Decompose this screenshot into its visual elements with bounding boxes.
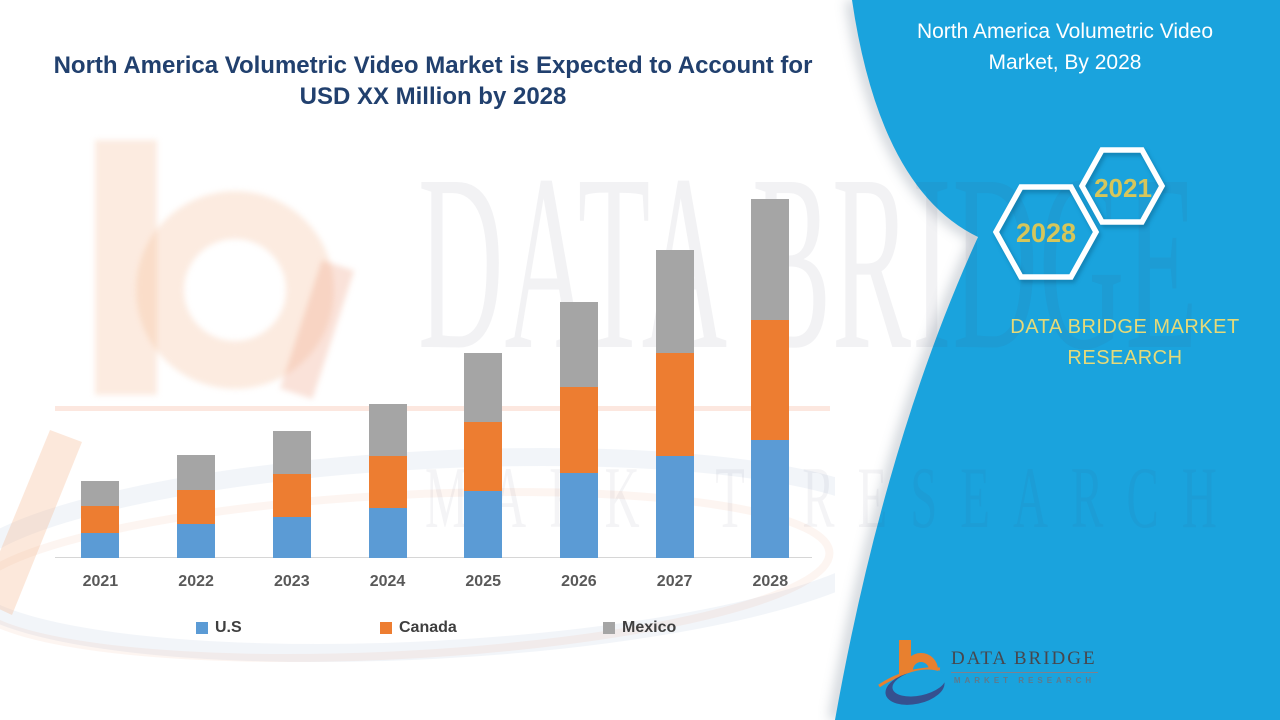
bar-group-2022 <box>177 455 216 558</box>
legend-item-us: U.S <box>196 619 242 637</box>
bar-segment-us <box>272 517 311 558</box>
logo-divider <box>951 672 1098 673</box>
watermark-underline <box>55 406 830 411</box>
x-axis-label-2024: 2024 <box>369 573 406 590</box>
bar-segment-us <box>751 440 790 558</box>
bar-segment-mexico <box>272 431 311 474</box>
legend-swatch <box>196 622 208 634</box>
x-axis-label-2022: 2022 <box>178 573 214 590</box>
watermark-b-logo <box>95 140 355 399</box>
bar-segment-mexico <box>368 404 407 456</box>
legend-item-canada: Canada <box>380 619 457 637</box>
background-watermark-shapes <box>0 140 835 663</box>
bar-group-2025 <box>464 353 503 558</box>
bar-segment-us <box>81 533 120 558</box>
logo-title: DATA BRIDGE <box>951 648 1097 669</box>
legend-swatch <box>603 622 615 634</box>
bar-segment-canada <box>464 422 503 491</box>
bar-segment-canada <box>272 474 311 517</box>
badge-2028-label: 2028 <box>1015 218 1077 248</box>
bar-segment-us <box>368 508 407 558</box>
chart-title: North America Volumetric Video Market is… <box>53 52 813 110</box>
legend-label: Mexico <box>622 619 677 636</box>
bar-segment-canada <box>559 387 598 473</box>
bar-group-2024 <box>368 404 407 558</box>
bar-group-2027 <box>655 250 694 558</box>
x-axis-label-2027: 2027 <box>656 573 693 590</box>
bar-segment-us <box>655 456 694 558</box>
bar-group-2028 <box>751 199 790 558</box>
bar-segment-canada <box>751 320 790 440</box>
x-axis-label-2021: 2021 <box>82 573 119 590</box>
bar-segment-canada <box>368 456 407 508</box>
bar-group-2021 <box>81 481 120 558</box>
x-axis-label-2028: 2028 <box>752 573 789 590</box>
bar-segment-mexico <box>655 250 694 353</box>
watermark-databridge-text: DATA BRIDGE <box>418 122 1199 402</box>
bar-segment-canada <box>655 353 694 456</box>
bar-segment-us <box>464 491 503 558</box>
corner-wedge <box>0 430 82 615</box>
hexagon-2028 <box>992 184 1100 280</box>
logo-blue-crescent <box>885 669 946 705</box>
legend-label: Canada <box>399 619 457 636</box>
bar-segment-us <box>177 524 216 558</box>
bar-segment-mexico <box>464 353 503 422</box>
legend-label: U.S <box>215 619 242 636</box>
x-axis-line <box>55 557 812 558</box>
bar-segment-us <box>559 473 598 558</box>
badge-2021-label: 2021 <box>1094 173 1152 203</box>
logo-subtitle: MARKET RESEARCH <box>953 676 1096 685</box>
bar-segment-mexico <box>177 455 216 490</box>
brand-text: DATA BRIDGE MARKET RESEARCH <box>1010 316 1240 369</box>
bar-segment-canada <box>177 490 216 524</box>
hexagon-2021 <box>1078 147 1166 225</box>
bar-group-2026 <box>559 302 598 558</box>
bar-segment-mexico <box>751 199 790 320</box>
bar-segment-mexico <box>559 302 598 387</box>
bar-segment-canada <box>81 506 120 533</box>
watermark-marketresearch-text: MARKET RESEARCH <box>425 450 1240 547</box>
x-axis-label-2026: 2026 <box>561 573 597 590</box>
legend-item-mexico: Mexico <box>603 619 676 637</box>
x-axis-label-2023: 2023 <box>274 573 310 590</box>
panel-shape <box>835 0 1280 720</box>
side-panel-title: North America Volumetric Video Market, B… <box>916 20 1214 74</box>
bar-group-2023 <box>272 431 311 558</box>
x-axis-label-2025: 2025 <box>465 573 501 590</box>
legend-swatch <box>380 622 392 634</box>
bar-segment-mexico <box>81 481 120 506</box>
